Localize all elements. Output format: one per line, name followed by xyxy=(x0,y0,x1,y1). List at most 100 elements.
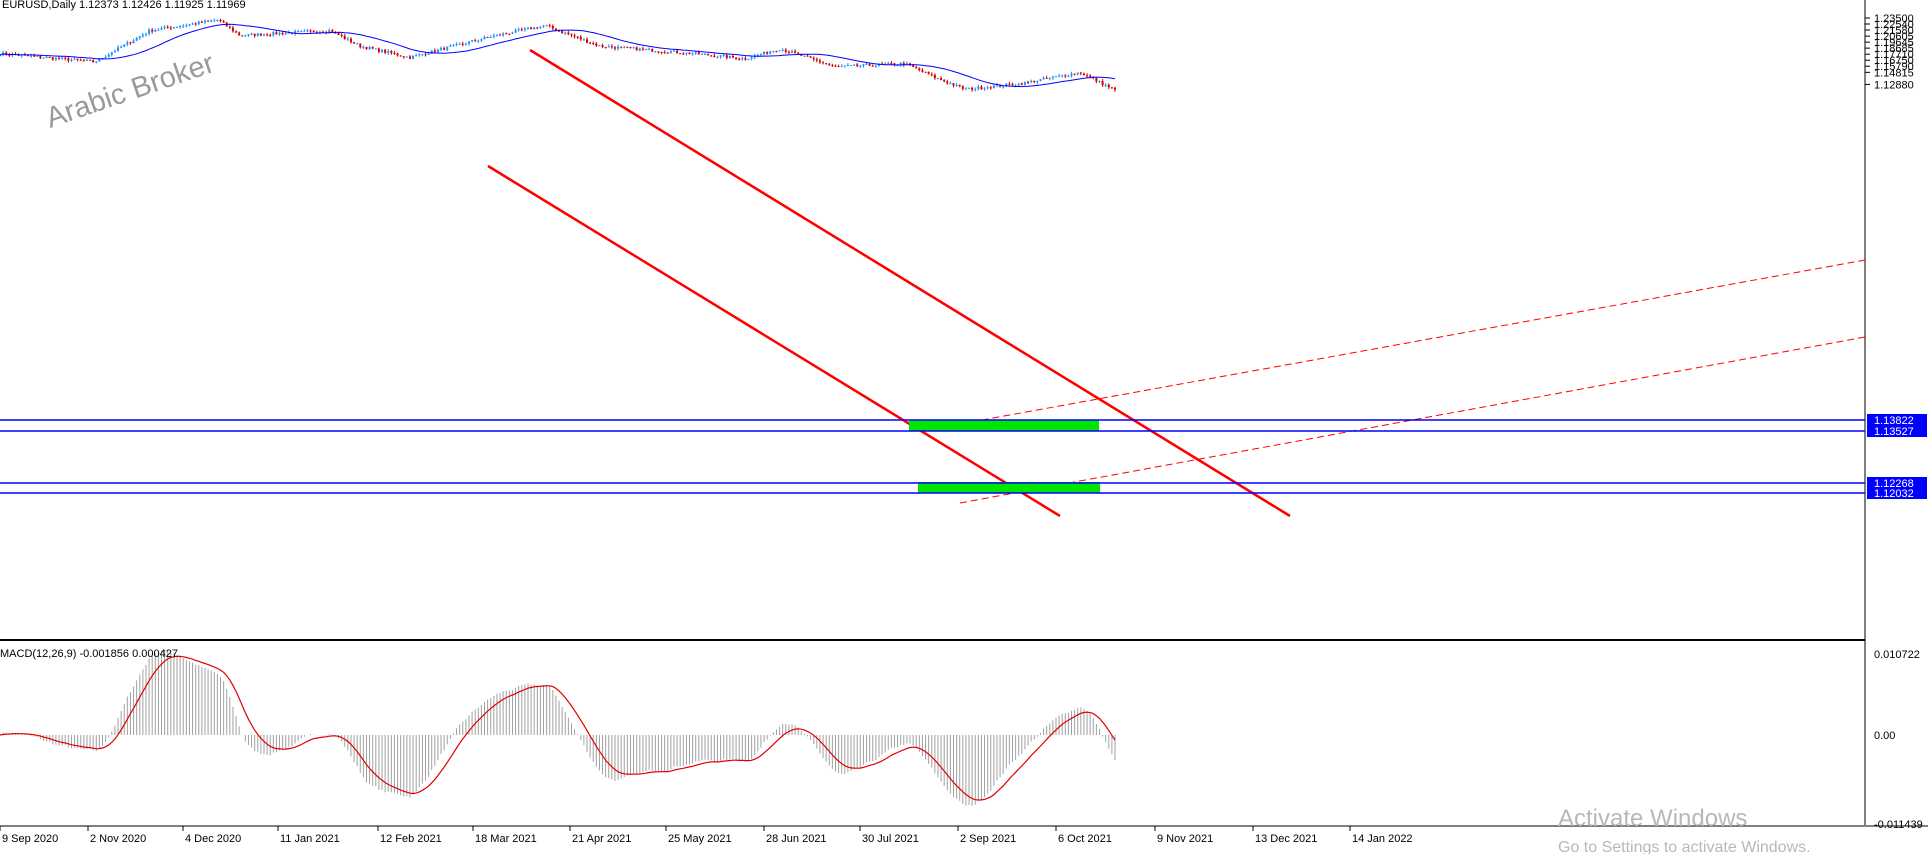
candle-body xyxy=(728,55,731,58)
candle xyxy=(728,55,731,59)
candle-body xyxy=(921,70,924,72)
candle-body xyxy=(238,32,241,36)
candle-body xyxy=(645,49,648,51)
candle xyxy=(831,63,834,68)
candle-body xyxy=(1095,78,1098,82)
candle-body xyxy=(1064,75,1067,77)
candle xyxy=(663,50,666,54)
time-tick-label: 18 Mar 2021 xyxy=(475,833,537,845)
candle-body xyxy=(865,63,868,65)
candle xyxy=(955,82,958,87)
candle xyxy=(1067,74,1070,78)
candle xyxy=(654,50,657,53)
macd-signal-line xyxy=(0,655,1116,801)
candle-body xyxy=(480,39,483,41)
candle-body xyxy=(300,30,303,32)
candle xyxy=(1023,81,1026,86)
candle xyxy=(778,50,781,52)
candle xyxy=(297,29,300,33)
candle-body xyxy=(396,53,399,56)
candle-body xyxy=(598,45,601,47)
candle-body xyxy=(179,26,182,28)
candle-body xyxy=(256,33,259,36)
candle xyxy=(974,87,977,92)
candle-body xyxy=(1054,76,1057,78)
macd-tick-label: -0.011439 xyxy=(1874,819,1923,831)
candle xyxy=(415,53,418,57)
price-tick-label: 1.20605 xyxy=(1874,31,1914,43)
candle-body xyxy=(567,32,570,35)
candle xyxy=(306,28,309,33)
candle xyxy=(436,49,439,54)
support-zone xyxy=(918,482,1100,493)
candle xyxy=(759,53,762,56)
candle xyxy=(443,46,446,51)
candle-body xyxy=(517,29,520,31)
candle xyxy=(735,57,738,60)
time-tick-label: 9 Nov 2021 xyxy=(1157,833,1213,845)
candle xyxy=(421,54,424,57)
candle-body xyxy=(210,20,213,22)
candle-body xyxy=(539,26,542,29)
candle xyxy=(1039,78,1042,82)
candle-body xyxy=(530,27,533,30)
candle-body xyxy=(1098,81,1101,83)
candle-body xyxy=(461,43,464,45)
candle xyxy=(958,84,961,88)
candle-body xyxy=(595,43,598,46)
candle xyxy=(67,56,70,63)
candle-body xyxy=(349,38,352,43)
candle xyxy=(440,46,443,52)
candle-body xyxy=(787,51,790,53)
candle xyxy=(210,19,213,23)
candle xyxy=(104,54,107,59)
candle-body xyxy=(936,78,939,80)
candle xyxy=(95,61,98,64)
candle xyxy=(570,33,573,38)
candle-body xyxy=(542,25,545,27)
candle-body xyxy=(1061,75,1064,77)
candle-body xyxy=(989,87,992,89)
candle xyxy=(666,52,669,54)
candle-body xyxy=(713,55,716,58)
candle xyxy=(874,64,877,68)
candle-body xyxy=(710,55,713,57)
candle-body xyxy=(613,47,616,49)
candle-body xyxy=(1107,84,1110,88)
candle-body xyxy=(356,43,359,45)
candle-body xyxy=(328,30,331,33)
candle-body xyxy=(899,62,902,65)
candle xyxy=(632,46,635,49)
candle xyxy=(64,56,67,61)
candle xyxy=(464,42,467,46)
candle-body xyxy=(393,53,396,55)
candle xyxy=(1073,73,1076,76)
candle-body xyxy=(228,26,231,28)
candle xyxy=(58,56,61,60)
candle-body xyxy=(259,33,262,36)
candle-body xyxy=(635,47,638,51)
candles-layer xyxy=(0,18,1116,92)
candle xyxy=(846,62,849,67)
candle xyxy=(921,68,924,73)
activate-windows-subtitle: Go to Settings to activate Windows. xyxy=(1558,839,1811,854)
candle xyxy=(902,61,905,68)
candle xyxy=(1064,74,1067,78)
candle xyxy=(604,46,607,49)
candle xyxy=(231,25,234,33)
candle xyxy=(744,56,747,61)
candle-body xyxy=(983,88,986,90)
candle xyxy=(495,34,498,37)
candle-body xyxy=(123,44,126,47)
drawings-layer[interactable] xyxy=(0,48,1866,518)
candle xyxy=(610,44,613,49)
candle-body xyxy=(492,35,495,38)
candle xyxy=(837,64,840,68)
candle-body xyxy=(250,33,253,35)
candle xyxy=(961,85,964,91)
candle-body xyxy=(471,40,474,42)
candle xyxy=(766,51,769,55)
candle xyxy=(772,50,775,53)
